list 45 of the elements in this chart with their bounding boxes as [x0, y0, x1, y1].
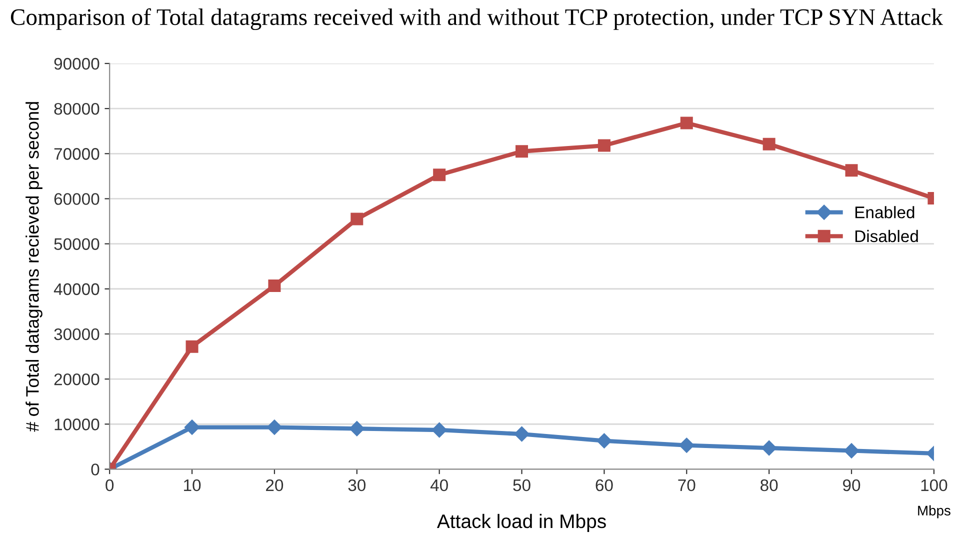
- point: [266, 420, 282, 435]
- x-axis-title: Attack load in Mbps: [436, 514, 606, 532]
- x-tick-label: 0: [106, 479, 114, 492]
- y-tick-label: 50000: [54, 238, 100, 250]
- chart-title: Comparison of Total datagrams received with and without TCP protection, under TCP SYN Attack: [10, 8, 944, 30]
- y-tick-label: 70000: [54, 148, 100, 160]
- point: [680, 116, 693, 130]
- point: [349, 421, 364, 436]
- text: Mbps: [918, 505, 950, 518]
- point: [432, 422, 447, 438]
- legend-label: Enabled: [855, 206, 914, 218]
- y-axis-title: # of Total datagrams recieved per second: [26, 102, 42, 432]
- y-tick-label: 80000: [54, 102, 100, 115]
- point: [762, 440, 777, 456]
- point: [844, 443, 860, 458]
- x-tick-label: 50: [513, 479, 530, 492]
- y-tick-label: 40000: [54, 283, 100, 296]
- point: [184, 420, 200, 435]
- point: [596, 433, 612, 448]
- x-tick-label: 40: [430, 479, 448, 492]
- point: [433, 168, 446, 182]
- x-tick-label: 20: [266, 479, 284, 492]
- x-tick-label: 60: [596, 479, 613, 492]
- y-tick-label: 30000: [54, 328, 100, 340]
- y-tick-label: 20000: [54, 373, 100, 386]
- y-tick-label: 0: [91, 464, 100, 476]
- y-tick-label: 10000: [54, 418, 100, 430]
- point: [514, 426, 530, 442]
- point: [845, 164, 858, 177]
- point: [762, 138, 776, 150]
- y-tick-label: 60000: [54, 193, 100, 205]
- x-tick-label: 80: [760, 479, 778, 492]
- x-tick-label: 30: [348, 479, 366, 492]
- x-tick-label: 70: [678, 479, 696, 492]
- y-tick-label: 90000: [54, 58, 100, 70]
- x-tick-label: 90: [843, 479, 860, 492]
- x-tick-label: 100: [921, 479, 948, 492]
- point: [268, 279, 281, 292]
- point: [350, 212, 364, 226]
- point: [598, 139, 610, 152]
- legend-label: Disabled: [855, 230, 918, 242]
- point: [516, 145, 528, 158]
- x-tick-label: 10: [184, 479, 201, 492]
- point: [679, 438, 694, 453]
- point: [186, 340, 198, 353]
